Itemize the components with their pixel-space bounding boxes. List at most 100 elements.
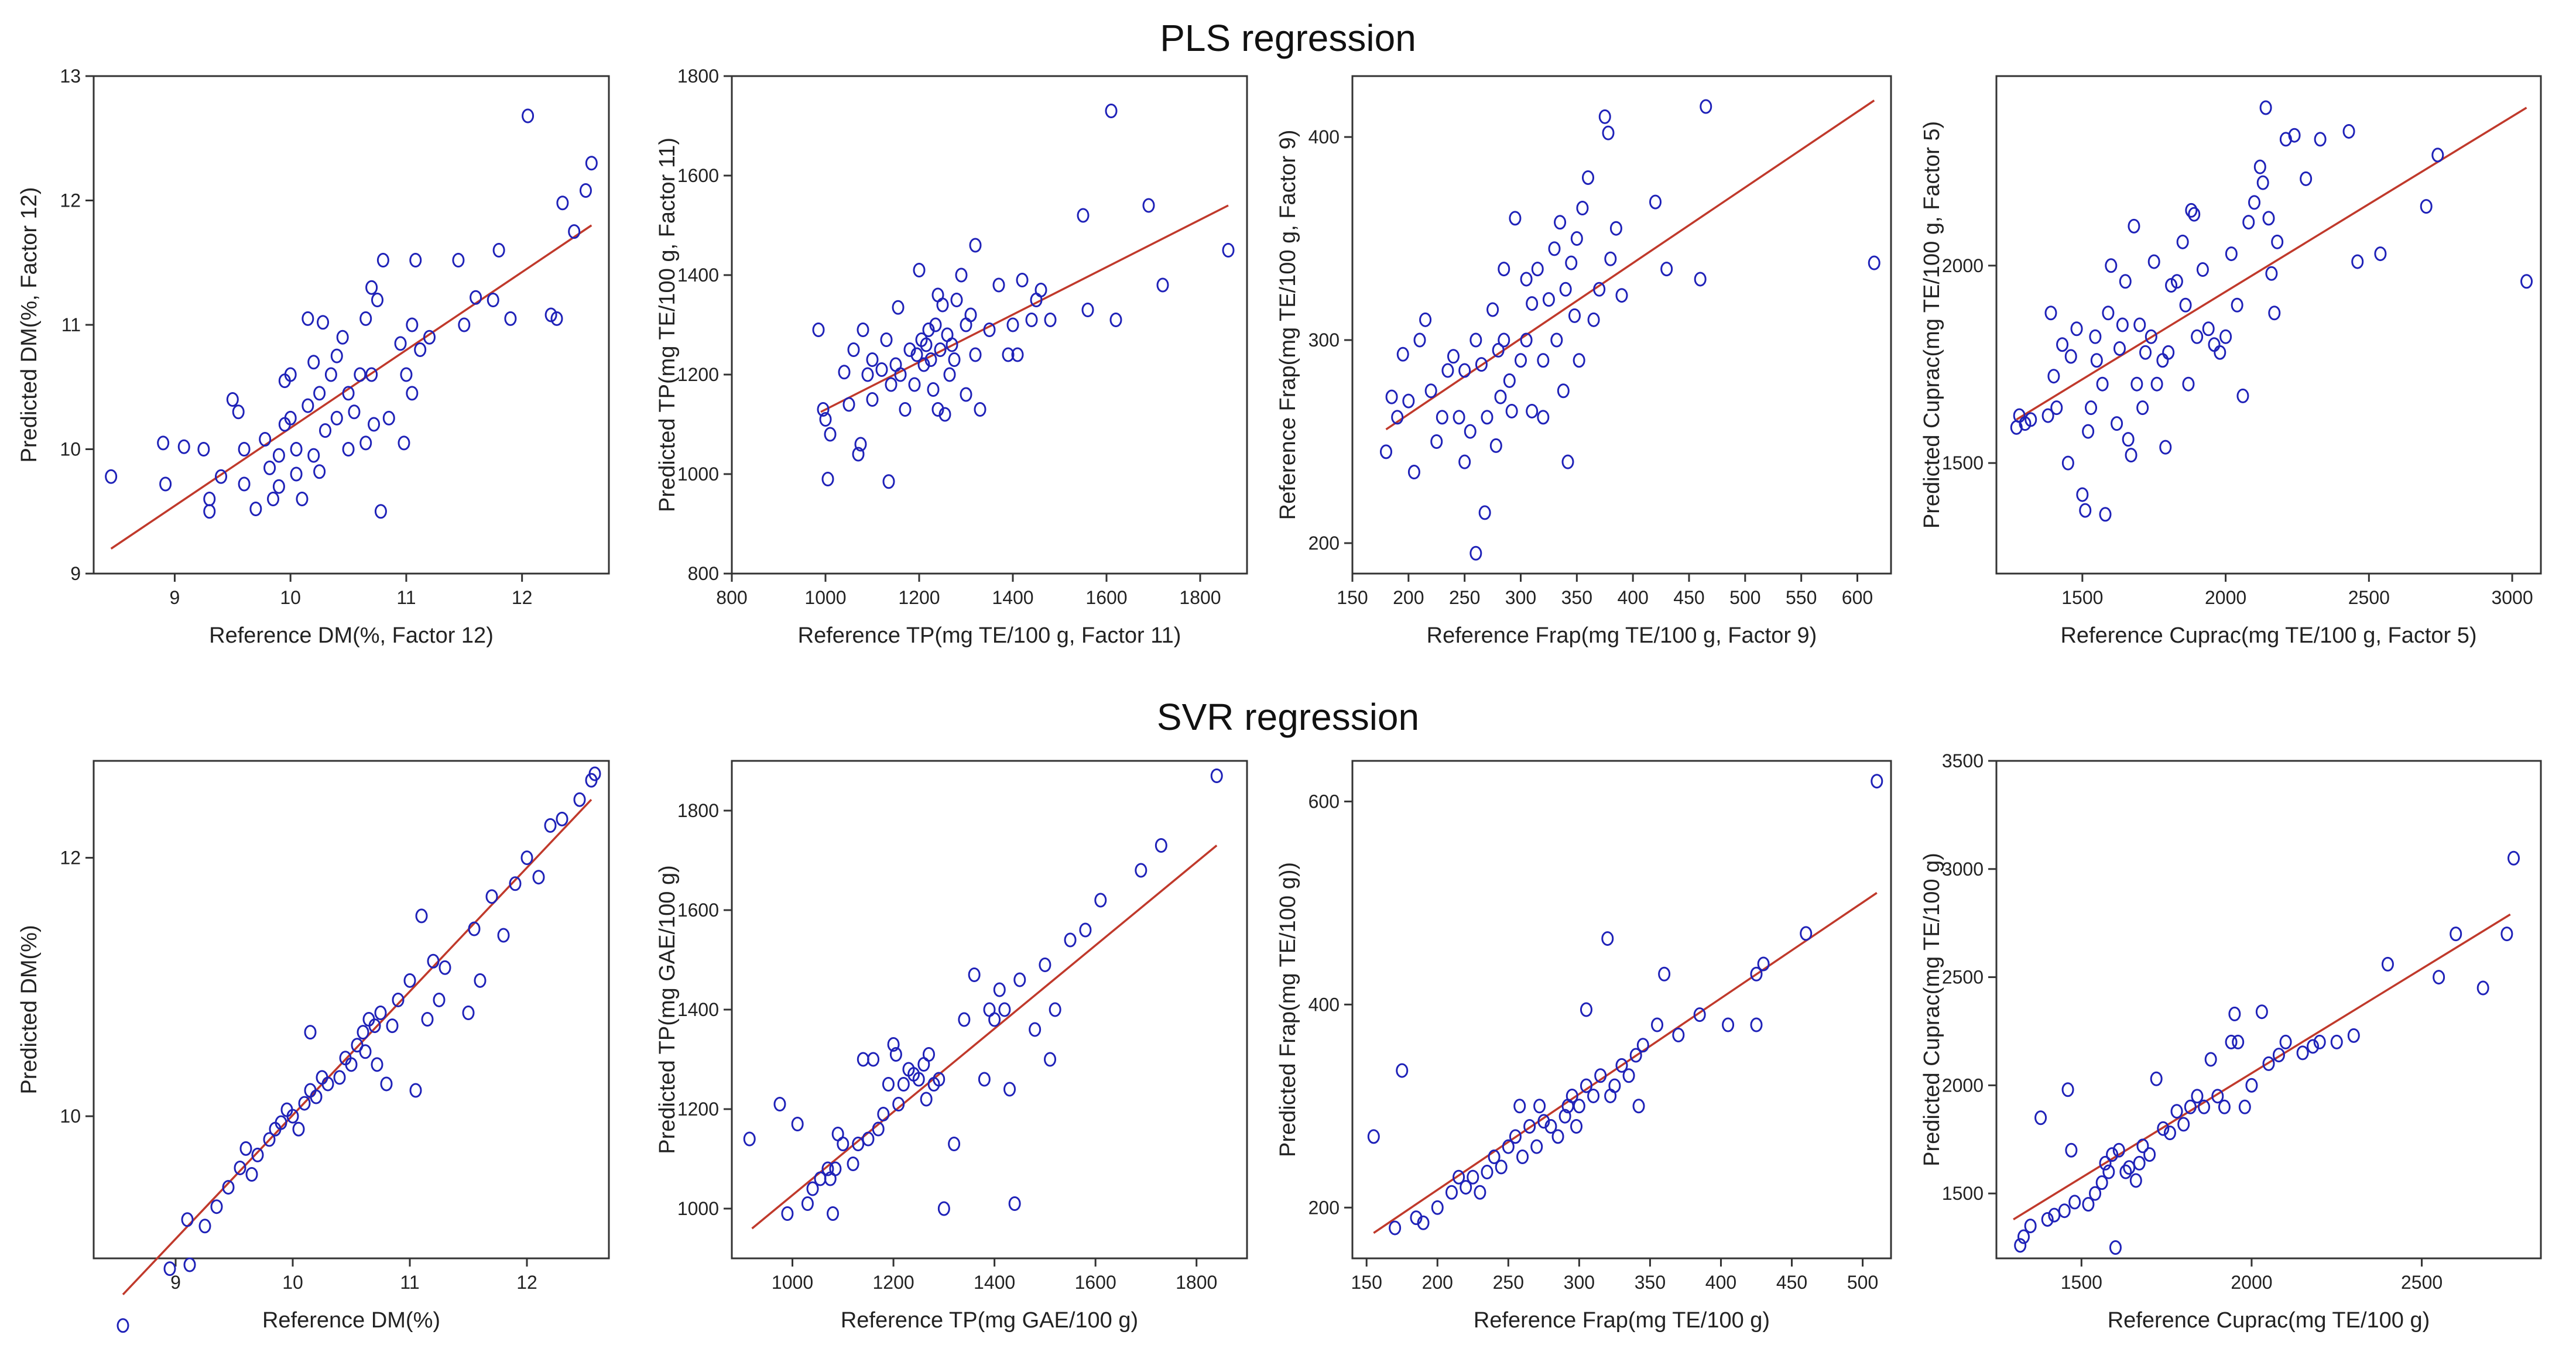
y-tick-label: 2500: [1942, 967, 1984, 988]
x-axis-label: Reference Frap(mg TE/100 g, Factor 9): [1427, 623, 1817, 648]
data-point: [2112, 1142, 2125, 1158]
data-point: [1044, 313, 1057, 327]
data-point: [544, 818, 557, 833]
data-point: [365, 280, 378, 295]
y-tick-label: 10: [60, 439, 81, 460]
data-point: [2116, 317, 2129, 332]
data-point: [2044, 306, 2057, 321]
x-tick-label: 450: [1776, 1272, 1807, 1293]
data-point: [2050, 400, 2063, 416]
data-point: [492, 243, 505, 258]
data-point: [359, 311, 372, 326]
data-point: [2130, 376, 2143, 392]
chart-svr-frap: 150 200 250 300 350 400 450 500 200 400 600 Referen…: [1276, 760, 1892, 1333]
data-point: [2047, 369, 2060, 384]
data-point: [1573, 353, 1585, 368]
data-point: [829, 1161, 842, 1176]
data-point: [2024, 1219, 2037, 1234]
y-axis-label: Predicted TP(mg TE/100 g, Factor 11): [655, 138, 680, 512]
data-point: [286, 1109, 299, 1124]
data-point: [899, 402, 912, 417]
data-point: [1396, 346, 1409, 362]
data-point: [1453, 410, 1465, 425]
y-axis-label: Reference Frap(mg TE/100 g, Factor 9): [1276, 130, 1300, 520]
data-point: [1495, 1159, 1508, 1175]
data-point: [2111, 416, 2123, 431]
data-point: [368, 1018, 381, 1034]
data-point: [892, 300, 905, 315]
data-point: [1636, 1038, 1649, 1053]
x-tick-label: 250: [1493, 1272, 1524, 1293]
chart-pls-tp: 800 1000 1200 1400 1600 1800 800 1000 1200 1400 16…: [655, 66, 1248, 648]
data-point: [882, 1077, 895, 1092]
data-point: [272, 479, 285, 494]
regression-line: [1373, 892, 1878, 1234]
x-tick-label: 2500: [2348, 587, 2390, 608]
data-point: [2133, 1155, 2146, 1171]
data-point: [181, 1212, 194, 1227]
data-point: [862, 1131, 875, 1147]
x-axis-label: Reference DM(%): [262, 1308, 440, 1333]
x-tick-label: 1600: [1075, 1272, 1116, 1293]
data-point: [2082, 1197, 2095, 1212]
data-point: [1474, 1185, 1486, 1200]
data-point: [1551, 1129, 1564, 1144]
x-tick-label: 2500: [2401, 1272, 2443, 1293]
data-point: [1077, 208, 1090, 223]
data-point: [226, 392, 239, 407]
data-point: [1044, 1052, 1057, 1067]
data-point: [2508, 850, 2520, 866]
data-point: [988, 1012, 1001, 1027]
data-point: [1458, 454, 1471, 469]
data-point: [927, 382, 940, 397]
data-point: [791, 1117, 804, 1131]
data-point: [2420, 199, 2433, 214]
data-point: [474, 973, 487, 988]
x-tick-label: 500: [1729, 587, 1760, 608]
data-point: [1531, 262, 1544, 277]
data-point: [263, 1132, 276, 1147]
y-axis-label: Predicted DM(%): [17, 925, 42, 1094]
data-point: [382, 410, 395, 425]
data-point: [1156, 277, 1169, 293]
data-point: [1441, 363, 1454, 378]
data-point: [251, 1147, 264, 1162]
y-tick-label: 1400: [677, 999, 719, 1020]
data-point: [371, 293, 383, 307]
plot-frame: [93, 760, 610, 1260]
data-point: [462, 1006, 475, 1021]
data-point: [1079, 922, 1092, 938]
data-point: [1002, 347, 1015, 362]
plot-frame: [1351, 760, 1892, 1260]
data-point: [159, 476, 172, 492]
data-point: [439, 960, 451, 975]
data-point: [313, 386, 326, 401]
data-point: [2163, 1125, 2176, 1141]
data-point: [2182, 376, 2195, 392]
data-point: [336, 330, 349, 345]
data-point: [415, 908, 428, 924]
data-point: [2450, 927, 2462, 942]
data-point: [1544, 1118, 1557, 1134]
data-point: [1467, 1169, 1479, 1185]
data-point: [238, 476, 251, 492]
y-axis-label: Predicted Cuprac(mg TE/100 g): [1920, 853, 1944, 1166]
data-point: [2082, 424, 2095, 439]
data-point: [2307, 1039, 2320, 1054]
x-tick-label: 1600: [1085, 587, 1127, 608]
data-point: [2014, 1238, 2027, 1253]
data-point: [568, 224, 581, 239]
data-point: [2259, 100, 2272, 115]
data-point: [509, 876, 522, 891]
data-point: [974, 402, 986, 417]
data-point: [2068, 1195, 2081, 1210]
data-point: [1109, 313, 1122, 327]
data-point: [2058, 1203, 2071, 1219]
data-point: [1693, 1007, 1706, 1022]
x-tick-label: 500: [1847, 1272, 1878, 1293]
data-point: [2256, 175, 2269, 190]
data-point: [1594, 1068, 1607, 1083]
y-tick-label: 1500: [1942, 452, 1984, 473]
data-point: [302, 311, 314, 326]
data-point: [354, 367, 366, 382]
